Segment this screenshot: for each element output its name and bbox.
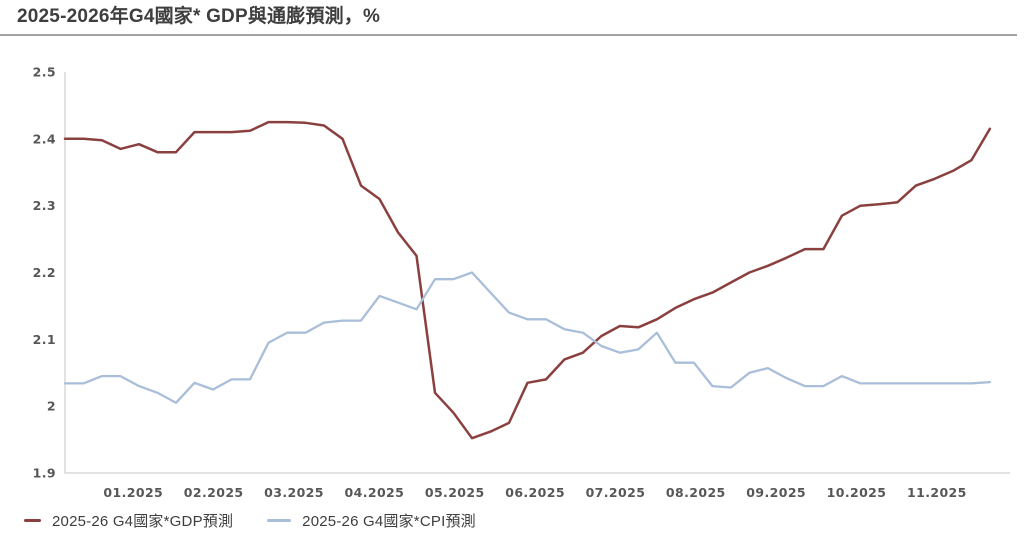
axis-frame <box>64 72 1010 474</box>
cpi-forecast-line <box>63 271 992 404</box>
y-tick-label: 2.2 <box>33 265 56 280</box>
x-tick-label: 05.2025 <box>425 485 485 500</box>
y-tick-label: 1.9 <box>33 466 56 481</box>
legend-item-gdp: 2025-26 G4國家*GDP預測 <box>24 510 233 531</box>
x-tick-label: 09.2025 <box>746 485 806 500</box>
gdp-legend-label: 2025-26 G4國家*GDP預測 <box>52 513 234 530</box>
page-title: 2025-2026年G4國家* GDP與通膨預測，% <box>17 6 381 27</box>
x-tick-label: 11.2025 <box>907 485 967 500</box>
gdp-line-swatch <box>24 519 41 522</box>
x-tick-label: 07.2025 <box>586 485 646 500</box>
legend-item-cpi: 2025-26 G4國家*CPI預測 <box>267 510 476 531</box>
chart-legend: 2025-26 G4國家*GDP預測 2025-26 G4國家*CPI預測 <box>24 510 510 531</box>
cpi-legend-label: 2025-26 G4國家*CPI預測 <box>302 513 476 530</box>
y-tick-label: 2.3 <box>33 198 56 213</box>
x-tick-label: 10.2025 <box>827 485 887 500</box>
x-tick-label: 06.2025 <box>505 485 565 500</box>
x-tick-label: 02.2025 <box>184 485 244 500</box>
x-tick-label: 08.2025 <box>666 485 726 500</box>
gdp-forecast-line <box>63 120 992 440</box>
x-tick-label: 04.2025 <box>345 485 405 500</box>
x-tick-label: 01.2025 <box>103 485 163 500</box>
title-divider <box>0 33 1017 36</box>
header: 2025-2026年G4國家* GDP與通膨預測，% <box>0 0 1024 36</box>
cpi-line-swatch <box>267 519 292 522</box>
y-tick-label: 2.4 <box>33 131 56 146</box>
y-tick-label: 2 <box>47 399 56 414</box>
y-tick-label: 2.5 <box>33 65 56 80</box>
y-tick-label: 2.1 <box>33 332 56 347</box>
x-tick-label: 03.2025 <box>264 485 324 500</box>
